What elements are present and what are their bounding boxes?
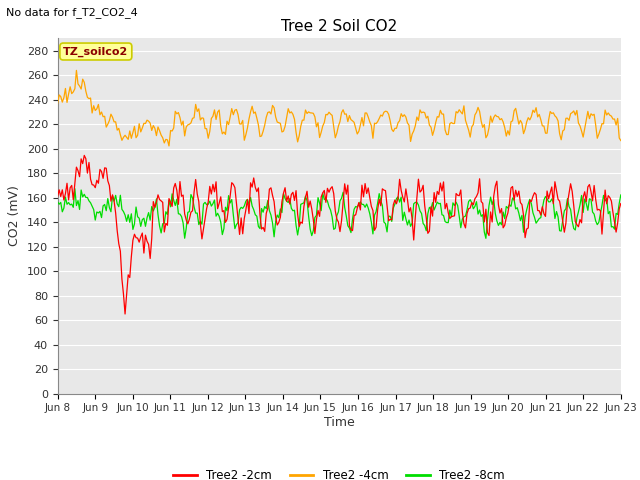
X-axis label: Time: Time xyxy=(324,416,355,429)
Text: TZ_soilco2: TZ_soilco2 xyxy=(63,47,129,57)
Legend: Tree2 -2cm, Tree2 -4cm, Tree2 -8cm: Tree2 -2cm, Tree2 -4cm, Tree2 -8cm xyxy=(168,465,510,480)
Text: No data for f_T2_CO2_4: No data for f_T2_CO2_4 xyxy=(6,7,138,18)
Y-axis label: CO2 (mV): CO2 (mV) xyxy=(8,186,21,246)
Title: Tree 2 Soil CO2: Tree 2 Soil CO2 xyxy=(281,20,397,35)
